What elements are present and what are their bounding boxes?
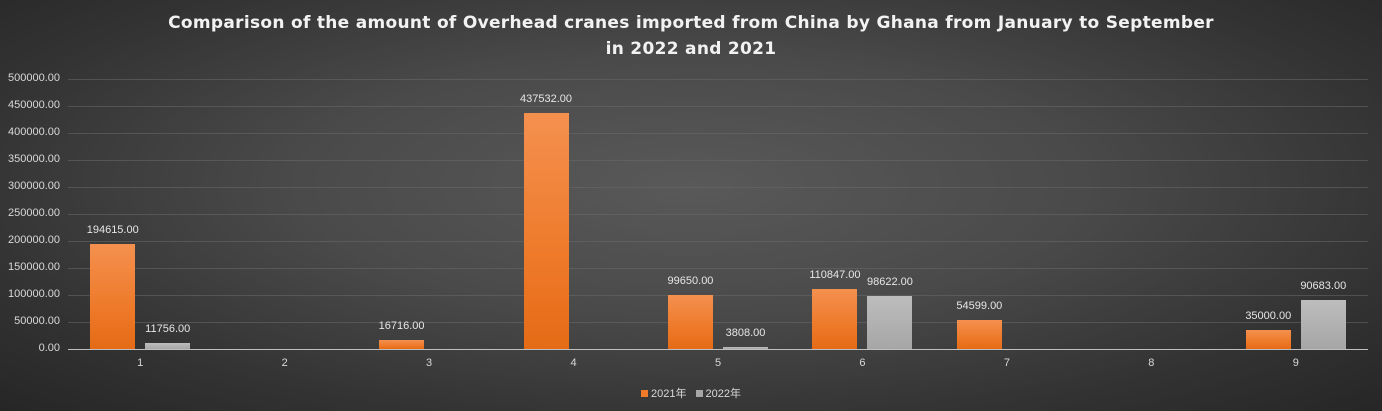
y-tick-label: 200000.00 [8, 234, 60, 246]
y-tick-label: 450000.00 [8, 99, 60, 111]
data-label: 194615.00 [86, 224, 139, 236]
x-tick-label: 6 [859, 357, 866, 369]
bar-2022-month-5[interactable] [723, 347, 768, 349]
gridline [68, 241, 1368, 242]
y-tick-label: 400000.00 [8, 126, 60, 138]
legend-item-2021[interactable]: 2021年 [640, 385, 687, 401]
legend-swatch-2021-icon [640, 389, 648, 397]
gridline [68, 295, 1368, 296]
y-tick-label: 50000.00 [14, 315, 60, 327]
bar-2021-month-4[interactable] [523, 113, 569, 349]
y-tick-label: 0.00 [38, 342, 60, 354]
bar-2021-month-5[interactable] [668, 295, 713, 349]
chart-title-line-2: in 2022 and 2021 [605, 39, 777, 59]
y-tick-label: 500000.00 [8, 72, 60, 84]
legend-label-2021: 2021年 [650, 388, 687, 400]
bar-2022-month-1[interactable] [145, 343, 191, 349]
data-label: 110847.00 [809, 269, 861, 281]
bar-2022-month-9[interactable] [1300, 300, 1346, 349]
gridline [68, 133, 1368, 134]
data-label: 90683.00 [1300, 280, 1347, 292]
gridline [68, 214, 1368, 215]
gridline [68, 160, 1368, 161]
bar-2021-month-6[interactable] [812, 289, 858, 349]
data-label: 3808.00 [725, 327, 766, 339]
bar-2021-month-9[interactable] [1245, 330, 1291, 349]
chart-title: Comparison of the amount of Overhead cra… [0, 10, 1382, 62]
x-tick-label: 5 [714, 357, 722, 369]
x-tick-label: 2 [281, 357, 288, 369]
legend-item-2022[interactable]: 2022年 [695, 385, 742, 401]
bar-2021-month-1[interactable] [90, 244, 136, 349]
y-tick-label: 250000.00 [8, 207, 60, 219]
bar-2021-month-7[interactable] [956, 320, 1002, 349]
y-tick-label: 350000.00 [8, 153, 60, 165]
data-label: 99650.00 [667, 275, 714, 287]
data-label: 16716.00 [378, 320, 425, 332]
gridline [68, 79, 1368, 80]
x-axis-line [68, 349, 1368, 350]
x-tick-label: 3 [426, 357, 433, 369]
y-tick-label: 100000.00 [8, 288, 60, 300]
data-label: 54599.00 [956, 300, 1003, 312]
legend-label-2022: 2022年 [705, 388, 742, 400]
gridline [68, 322, 1368, 323]
gridline [68, 106, 1368, 107]
gridline [68, 268, 1368, 269]
data-label: 437532.00 [520, 93, 573, 105]
data-label: 98622.00 [866, 276, 913, 288]
chart-title-line-1: Comparison of the amount of Overhead cra… [168, 13, 1214, 33]
x-tick-label: 9 [1292, 357, 1299, 369]
x-tick-label: 7 [1003, 357, 1010, 369]
bar-2022-month-6[interactable] [867, 296, 913, 349]
data-label: 35000.00 [1245, 310, 1292, 322]
gridline [68, 187, 1368, 188]
legend-swatch-2022-icon [695, 389, 703, 397]
data-label: 11756.00 [145, 323, 191, 335]
y-tick-label: 150000.00 [8, 261, 60, 273]
x-tick-label: 8 [1148, 357, 1155, 369]
legend: 2021年 2022年 [0, 385, 1382, 401]
x-tick-label: 4 [570, 357, 577, 369]
x-tick-label: 1 [137, 357, 144, 369]
y-tick-label: 300000.00 [8, 180, 60, 192]
bar-2021-month-3[interactable] [379, 340, 425, 349]
